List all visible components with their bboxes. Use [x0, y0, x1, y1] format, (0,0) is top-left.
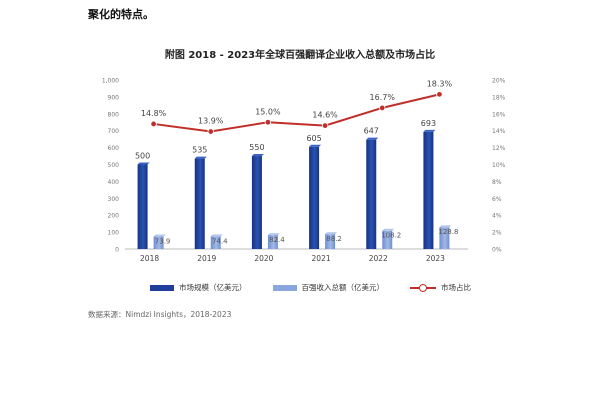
bar-top100-revenue-cap: [325, 232, 338, 235]
line-market-share-point: [207, 128, 214, 135]
y-left-tick-label: 100: [108, 230, 120, 237]
bar-top100-revenue-cap: [267, 233, 280, 236]
y-left-tick-label: 500: [108, 162, 120, 169]
line-market-share-label: 14.8%: [141, 109, 167, 118]
line-market-share-label: 18.3%: [427, 79, 453, 88]
y-right-tick-label: 2%: [492, 230, 502, 237]
bar-top100-revenue-cap: [153, 234, 166, 237]
bar-top100-revenue-cap: [210, 234, 223, 237]
bar-market-size-label: 550: [249, 143, 264, 152]
line-market-share-point: [436, 91, 443, 98]
line-market-share-point: [150, 120, 157, 128]
bar-top100-revenue-cap: [439, 225, 452, 228]
y-right-tick-label: 12%: [492, 145, 506, 152]
bar-top100-revenue: [153, 236, 164, 249]
legend-item-top100-revenue: 百强收入总额（亿美元）: [272, 282, 385, 293]
legend-label-top100-revenue: 百强收入总额（亿美元）: [301, 283, 385, 292]
y-left-tick-label: 800: [108, 111, 120, 118]
bar-market-size-cap: [137, 162, 150, 165]
legend-item-market-share: 市场占比: [410, 282, 471, 293]
y-right-tick-label: 6%: [492, 196, 502, 203]
x-tick-label: 2022: [369, 254, 388, 263]
bar-market-size: [194, 158, 205, 249]
bar-top100-revenue: [325, 234, 336, 249]
y-right-tick-label: 18%: [492, 94, 506, 101]
y-right-tick-label: 0%: [492, 247, 502, 254]
legend: 市场规模（亿美元） 百强收入总额（亿美元） 市场占比: [150, 282, 471, 293]
y-left-tick-label: 600: [108, 145, 120, 152]
x-tick-label: 2023: [426, 254, 445, 263]
bar-top100-revenue-cap: [382, 228, 395, 231]
bar-market-size-label: 647: [364, 127, 379, 136]
bar-market-size-label: 693: [421, 119, 436, 128]
bar-top100-revenue-label: 108.2: [381, 232, 401, 240]
y-left-tick-label: 0: [115, 247, 119, 254]
bar-market-size-cap: [366, 137, 379, 140]
x-tick-label: 2018: [140, 254, 159, 263]
bar-market-size-label: 605: [306, 134, 321, 143]
x-tick-label: 2021: [312, 254, 331, 263]
bar-top100-revenue: [210, 236, 221, 249]
bar-market-size: [137, 164, 148, 249]
line-market-share-point: [379, 104, 386, 112]
legend-swatch-market-share: [410, 283, 436, 292]
line-market-share-label: 13.9%: [198, 117, 224, 126]
y-right-tick-label: 16%: [492, 111, 506, 118]
y-right-tick-label: 8%: [492, 179, 502, 186]
chart-title: 附图 2018 - 2023年全球百强翻译企业收入总额及市场占比: [164, 50, 436, 61]
bar-market-size: [423, 131, 434, 249]
x-tick-label: 2019: [197, 254, 216, 263]
bar-market-size: [251, 156, 262, 249]
bar-top100-revenue: [439, 227, 450, 249]
bar-market-size: [366, 139, 377, 249]
source-note: 数据来源：Nimdzi Insights，2018-2023: [88, 310, 232, 319]
bar-market-size-cap: [423, 129, 436, 132]
line-market-share-label: 15.0%: [255, 107, 281, 116]
legend-swatch-top100-revenue: [272, 284, 297, 291]
y-left-tick-label: 900: [108, 94, 120, 101]
y-left-tick-label: 700: [108, 128, 120, 135]
legend-label-market-share: 市场占比: [441, 283, 471, 292]
legend-swatch-market-size: [150, 284, 174, 291]
y-left-tick-label: 300: [108, 196, 120, 203]
y-right-tick-label: 14%: [492, 128, 506, 135]
bar-market-size-cap: [194, 156, 207, 159]
bar-top100-revenue-label: 73.9: [155, 238, 171, 246]
y-left-tick-label: 1,000: [102, 78, 119, 85]
bar-top100-revenue: [382, 230, 393, 249]
y-right-tick-label: 20%: [492, 78, 506, 85]
y-right-tick-label: 10%: [492, 162, 506, 169]
y-left-tick-label: 400: [108, 179, 120, 186]
header-text: 聚化的特点。: [88, 8, 154, 21]
bar-market-size-label: 535: [192, 146, 207, 155]
legend-label-market-size: 市场规模（亿美元）: [179, 283, 247, 292]
y-right-tick-label: 4%: [492, 213, 502, 220]
bar-top100-revenue-label: 74.4: [212, 237, 228, 245]
legend-item-market-size: 市场规模（亿美元）: [150, 282, 247, 293]
bar-market-size-cap: [251, 154, 264, 157]
line-market-share-point: [321, 122, 329, 129]
x-tick-label: 2020: [254, 254, 273, 263]
bar-market-size-cap: [309, 144, 322, 147]
bar-top100-revenue-label: 82.4: [269, 236, 285, 244]
bar-top100-revenue: [267, 235, 278, 249]
line-market-share-label: 16.7%: [370, 93, 396, 102]
bar-top100-revenue-label: 88.2: [326, 235, 342, 243]
bar-top100-revenue-label: 128.8: [438, 228, 458, 236]
line-market-share-label: 14.6%: [312, 111, 338, 120]
line-market-share: [153, 93, 440, 133]
line-market-share-point: [264, 119, 272, 126]
y-left-tick-label: 200: [108, 213, 120, 220]
bar-market-size: [309, 146, 320, 249]
bar-market-size-label: 500: [135, 152, 150, 161]
